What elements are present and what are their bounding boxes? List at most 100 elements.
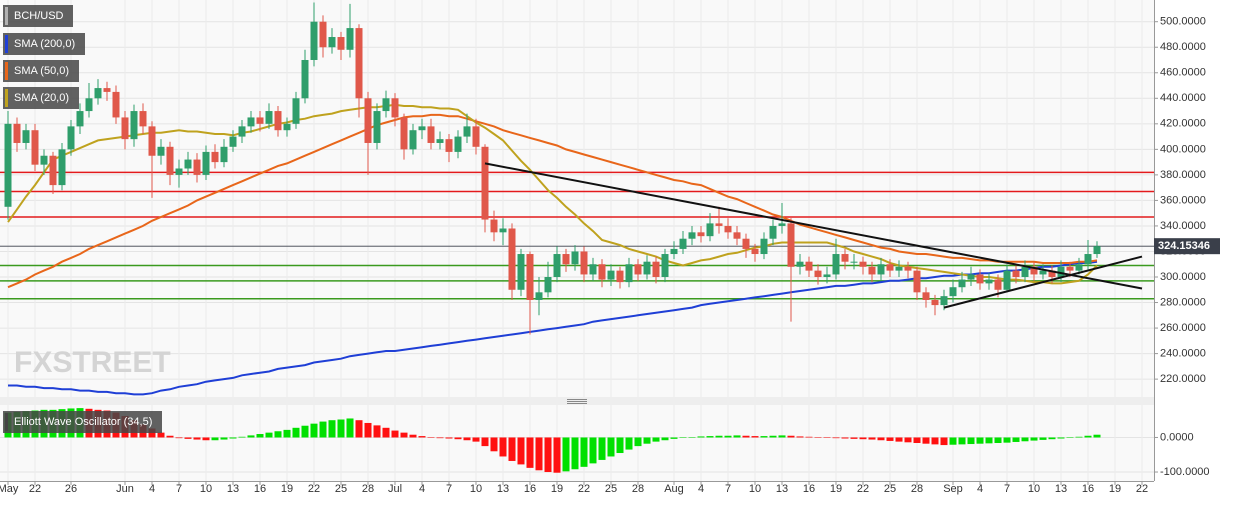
candle-body [706,223,714,237]
candle-body [247,117,255,127]
oscillator-bar [625,437,633,450]
candle-body [985,279,993,284]
legend-box [3,5,73,27]
oscillator-bar [1084,435,1092,438]
indicator-line [7,113,1098,289]
candle-body [778,223,786,226]
candle-body [85,98,93,112]
oscillator-bar [940,437,948,446]
candle-body [445,139,453,152]
indicator-line [7,103,1098,285]
candle-body [724,225,732,233]
oscillator-bar [238,436,246,438]
oscillator-bar [868,437,876,440]
candle-body [328,37,336,48]
oscillator-bar [337,419,345,438]
oscillator-bar [895,437,903,442]
x-tick-label: 19 [281,483,293,495]
oscillator-bar [220,437,228,440]
x-tick-label: 22 [578,483,590,495]
oscillator-bar [526,437,534,468]
candle-body [256,117,264,124]
oscillator-bar [1075,436,1083,438]
oscillator-bar [697,436,705,438]
candle-body [1003,270,1011,290]
candle-body [976,274,984,284]
oscillator-bar [706,436,714,438]
oscillator-bar [778,435,786,438]
candle-body [535,292,543,300]
candle-body [616,270,624,283]
candle-body [382,98,390,112]
oscillator-bar [589,437,597,464]
candle-body [265,111,273,124]
candle-body [814,270,822,278]
candle-body [787,223,795,267]
candle-body [1021,266,1029,278]
oscillator-bar [418,436,426,438]
last-price-label: 324.15346 [1158,240,1210,252]
oscillator-bar [634,437,642,447]
oscillator-bar [796,436,804,438]
oscillator-bar [1048,437,1056,440]
candle-body [742,238,750,249]
candle-body [40,155,48,165]
oscillator-bar [319,421,327,438]
candle-body [175,168,183,175]
oscillator-bar [841,437,849,439]
x-tick-label: 7 [446,483,452,495]
candle-body [130,111,138,140]
oscillator-bar [643,437,651,444]
candle-body [220,146,228,163]
candle-body [769,225,777,239]
candle-body [184,159,192,169]
candle-body [634,264,642,275]
y-tick-label: 240.0000 [1160,348,1206,360]
candle-body [760,238,768,255]
x-tick-label: 25 [884,483,896,495]
candle-body [301,59,309,99]
candle-body [274,111,282,131]
oscillator-bar [607,437,615,457]
candle-body [967,274,975,280]
legend-label: SMA (50,0) [14,65,69,77]
oscillator-bar [499,437,507,457]
candle-body [283,123,291,131]
legend-swatch [5,89,8,107]
candle-body [598,264,606,280]
candle-body [463,126,471,137]
oscillator-bar [490,437,498,452]
candle-body [490,219,498,233]
oscillator-bar [1003,437,1011,443]
x-tick-label: 19 [551,483,563,495]
candle-body [751,248,759,255]
x-tick-label: Sep [943,483,963,495]
x-tick-label: 28 [632,483,644,495]
legend-swatch [5,35,8,53]
candle-body [715,223,723,226]
legend-label: SMA (200,0) [14,38,75,50]
oscillator-bar [562,437,570,472]
oscillator-bar [463,437,471,441]
candle-body [67,126,75,150]
oscillator-bar [724,435,732,438]
y-tick-label: 260.0000 [1160,322,1206,334]
x-tick-label: 13 [497,483,509,495]
candle-body [58,149,66,186]
oscillator-bar [967,437,975,445]
oscillator-bar [274,431,282,438]
candle-body [103,88,111,92]
x-tick-label: 22 [308,483,320,495]
oscillator-bar [616,437,624,454]
candle-body [688,232,696,239]
candle-body [22,130,30,143]
x-tick-label: 22 [29,483,41,495]
x-tick-label: 13 [227,483,239,495]
x-tick-label: May [0,483,19,495]
candle-body [832,254,840,275]
candle-body [4,123,12,207]
candle-body [364,98,372,143]
oscillator-bar [985,437,993,444]
candle-body [499,228,507,233]
